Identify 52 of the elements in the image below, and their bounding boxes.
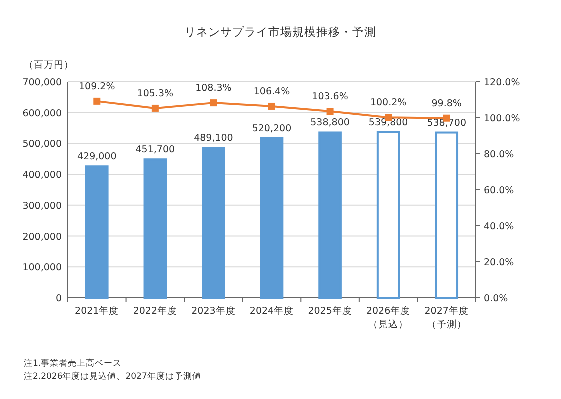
data-label: 99.8%: [432, 98, 462, 110]
x-tick-label: 2026年度（見込）: [366, 305, 411, 330]
y2-tick-label: 40.0%: [484, 222, 514, 232]
y2-tick-label: 120.0%: [484, 78, 520, 88]
data-label: 106.4%: [254, 86, 290, 98]
x-tick-label: 2025年度: [308, 305, 352, 317]
x-tick-label: 2023年度: [192, 305, 236, 317]
y-tick-label: 600,000: [22, 108, 62, 120]
bar: [260, 137, 284, 299]
data-label: 539,800: [368, 117, 408, 128]
data-label: 105.3%: [137, 88, 174, 100]
y-tick-label: 300,000: [22, 200, 62, 212]
text: 注1.事業者売上高ベース: [24, 358, 122, 369]
chart-title: リネンサプライ市場規模推移・予測: [184, 25, 376, 39]
y-tick-label: 700,000: [22, 78, 62, 88]
bar: [435, 132, 459, 299]
point: [94, 98, 101, 105]
bar: [202, 147, 226, 299]
data-label: 520,200: [252, 123, 292, 134]
bar: [376, 131, 400, 299]
data-label: 538,700: [427, 118, 467, 129]
x-tick-label: 2027年度（予測）: [424, 305, 469, 330]
y2-tick-label: 80.0%: [484, 150, 514, 160]
data-label: 109.2%: [79, 81, 116, 92]
data-label: 103.6%: [312, 92, 348, 103]
y2-tick-label: 0.0%: [484, 294, 508, 304]
point: [210, 100, 218, 107]
y-tick-label: 500,000: [22, 139, 62, 150]
data-label: 489,100: [194, 133, 234, 144]
data-label: 451,700: [136, 144, 176, 156]
data-label: 108.3%: [196, 83, 232, 94]
y-tick-label: 200,000: [22, 232, 62, 243]
bar: [318, 132, 342, 299]
point: [268, 102, 276, 110]
bar: [144, 158, 168, 299]
point: [326, 108, 334, 116]
y-tick-label: 0: [56, 294, 62, 304]
x-tick-label: 2024年度: [250, 305, 294, 317]
y2-tick-label: 60.0%: [484, 186, 514, 196]
bar: [85, 166, 109, 299]
x-tick-label: 2021年度: [75, 305, 120, 317]
y-tick-label: 100,000: [22, 262, 62, 274]
text: 注2.2026年度は見込値、2027年度は予測値: [24, 371, 202, 382]
data-label: 429,000: [77, 152, 117, 163]
x-tick-label: 2022年度: [133, 305, 178, 317]
y-tick-label: 400,000: [22, 170, 62, 182]
data-label: 538,800: [310, 118, 350, 129]
y-axis-title: （百万円）: [24, 60, 74, 71]
data-label: 100.2%: [370, 98, 407, 109]
y2-tick-label: 100.0%: [484, 114, 520, 124]
y2-tick-label: 20.0%: [484, 258, 514, 268]
point: [152, 104, 159, 112]
